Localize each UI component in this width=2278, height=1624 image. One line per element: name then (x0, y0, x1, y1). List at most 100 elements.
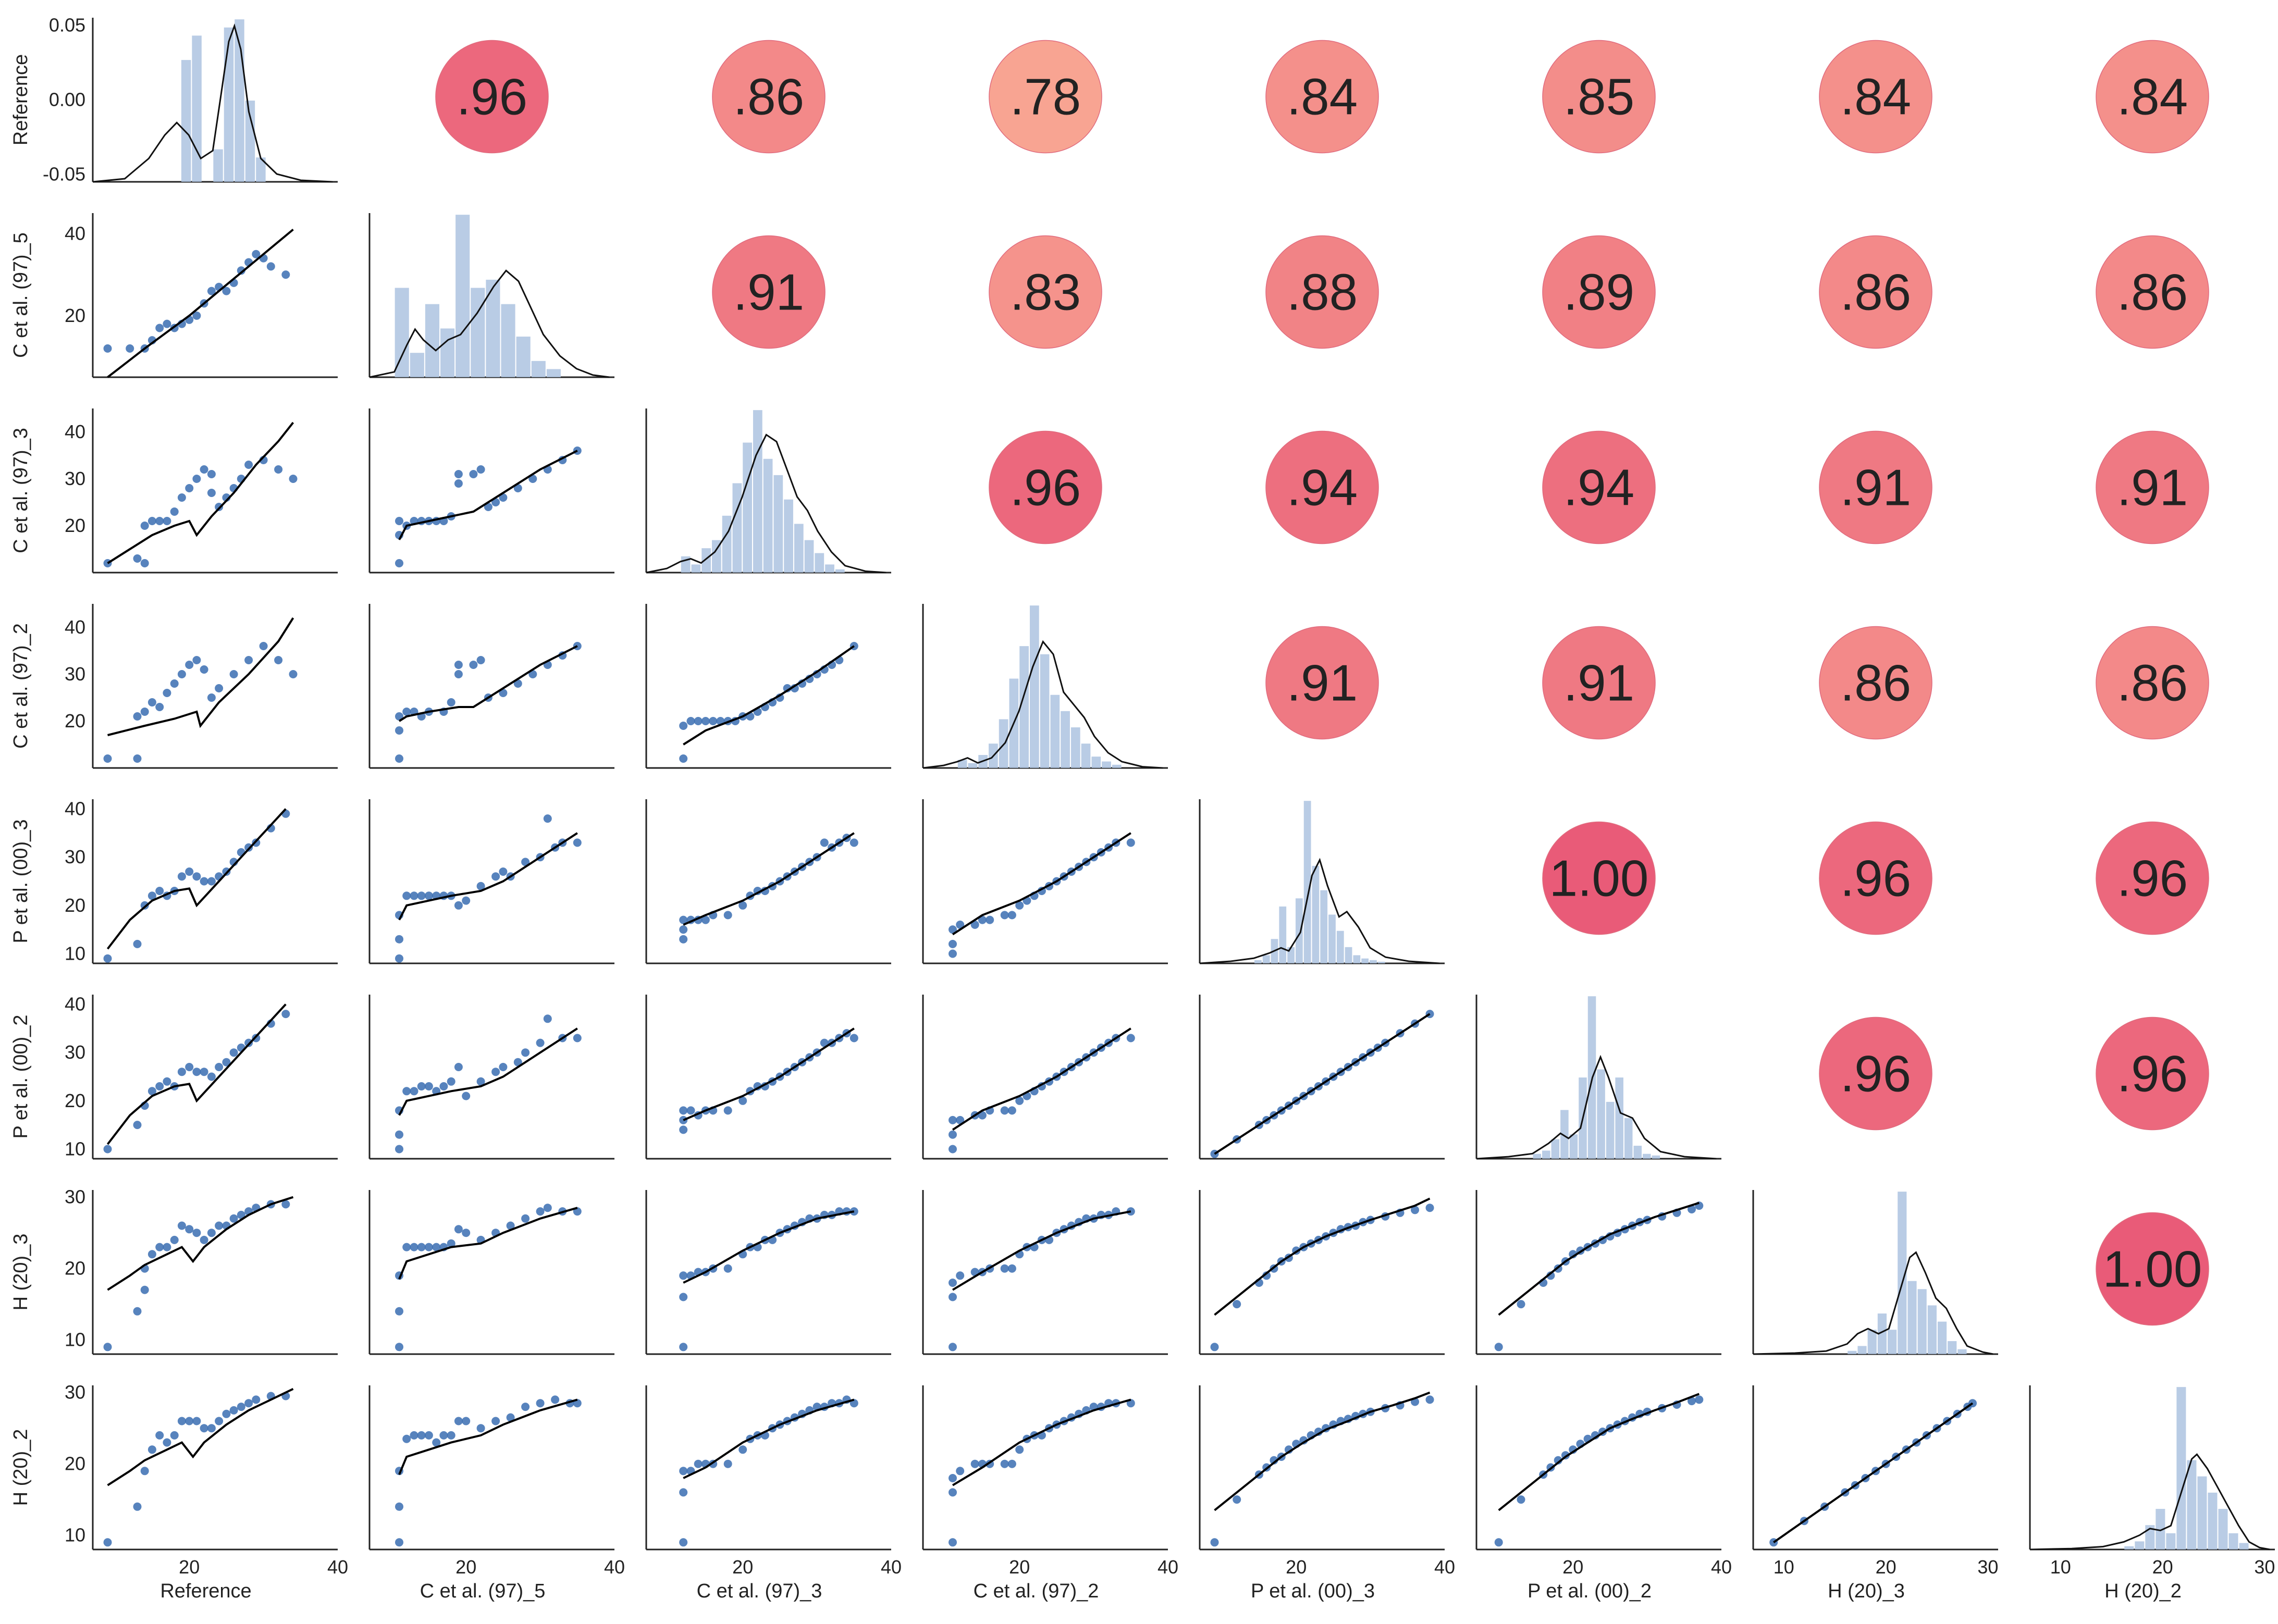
scatter-point (177, 1417, 186, 1425)
scatter-point (1015, 901, 1024, 910)
scatter-point (1233, 1300, 1241, 1309)
corr-label: 1.00 (1549, 850, 1649, 907)
scatter-point (289, 670, 298, 678)
scatter-point (949, 939, 957, 948)
histogram-bar (1633, 1146, 1642, 1159)
corr-label: .84 (1287, 68, 1358, 126)
scatter-point (528, 475, 537, 483)
panel-r6-c0: 30 20 10 H (20)_3 (10, 1186, 338, 1355)
scatter-point (395, 1502, 403, 1511)
scatter-point (454, 1417, 463, 1425)
scatter-point (679, 1293, 688, 1301)
regression-line (1214, 1391, 1431, 1511)
histogram-bar (410, 353, 424, 377)
scatter-point (543, 814, 552, 823)
histogram-bar (1848, 1350, 1857, 1354)
scatter-point (1688, 1397, 1696, 1406)
scatter-point (536, 1038, 545, 1047)
scatter-point (192, 656, 201, 664)
scatter-point (229, 670, 238, 678)
scatter-point (147, 698, 156, 706)
y-tick-label: 30 (65, 663, 85, 685)
scatter-point (185, 484, 194, 492)
scatter-point (200, 1068, 208, 1076)
histogram-bar (1287, 947, 1295, 963)
y-tick-label: 30 (65, 846, 85, 867)
panel-r0-c0: 0.05 0.00 -0.05 Reference (10, 14, 338, 185)
scatter-point (200, 877, 208, 886)
scatter-point (679, 754, 688, 763)
scatter-point (1517, 1300, 1525, 1309)
x-tick-label: 10 (1774, 1556, 1794, 1578)
scatter-point (155, 324, 164, 332)
y-tick-label: 30 (65, 1186, 85, 1208)
corr-circle (1819, 430, 1932, 544)
scatter-point (679, 935, 688, 944)
y-tick-label: 40 (65, 222, 85, 244)
scatter-point (133, 754, 142, 763)
regression-line (1214, 1197, 1431, 1316)
scatter-point (469, 661, 478, 669)
scatter-point (133, 1502, 142, 1511)
histogram-bar (471, 288, 485, 377)
histogram-bar (1279, 906, 1287, 963)
panel-r1-c6: .86 (1819, 235, 1932, 349)
scatter-point (499, 493, 508, 502)
corr-circle (2096, 235, 2209, 349)
scatter-point (207, 1229, 216, 1237)
histogram-bar (1857, 1346, 1867, 1354)
scatter-point (1554, 1456, 1562, 1465)
panel-r2-c2 (645, 408, 891, 574)
scatter-point (192, 1417, 201, 1425)
histogram-bar (722, 515, 732, 573)
corr-label: .96 (457, 68, 527, 126)
corr-label: .91 (2117, 459, 2188, 516)
y-axis-label: H (20)_2 (10, 1429, 32, 1506)
scatter-point (229, 1214, 238, 1223)
regression-line (683, 1027, 855, 1121)
scatter-point (1007, 1106, 1016, 1115)
regression-line (952, 1027, 1131, 1131)
histogram-bar (1102, 761, 1111, 768)
scatter-point (454, 479, 463, 488)
scatter-point (462, 1417, 471, 1425)
scatter-point (694, 1459, 703, 1468)
x-axis-label: C et al. (97)_3 (697, 1580, 822, 1602)
scatter-point (536, 1399, 545, 1408)
y-tick-label: 40 (65, 994, 85, 1015)
panel-r5-c3 (922, 995, 1168, 1160)
scatter-point (155, 1431, 164, 1440)
panel-r0-c7: .84 (2096, 40, 2209, 154)
scatter-point (1126, 838, 1135, 847)
scatter-point (424, 1243, 433, 1251)
scatter-point (395, 1343, 403, 1352)
histogram-bar (1328, 914, 1336, 963)
x-axis-label: H (20)_3 (1828, 1580, 1905, 1602)
scatter-point (454, 1063, 463, 1071)
scatter-point (215, 1417, 224, 1425)
panel-r2-c6: .91 (1819, 430, 1932, 544)
histogram-bar (501, 304, 515, 377)
regression-line (107, 422, 294, 564)
y-axis-label: C et al. (97)_5 (10, 232, 32, 358)
panel-r4-c6: .96 (1819, 821, 1932, 935)
regression-line (952, 1398, 1131, 1486)
regression-line (683, 832, 855, 926)
scatter-point (395, 726, 403, 735)
scatter-point (949, 925, 957, 934)
y-axis-label: C et al. (97)_2 (10, 623, 32, 749)
scatter-point (207, 877, 216, 886)
y-tick-label: 20 (65, 305, 85, 326)
y-tick-label: 0.00 (49, 89, 85, 110)
scatter-point (103, 1343, 112, 1352)
scatter-point (410, 1243, 418, 1251)
scatter-point (185, 1225, 194, 1234)
panel-r6-c3 (922, 1190, 1168, 1355)
scatter-point (163, 1438, 171, 1447)
scatter-point (417, 1431, 426, 1440)
scatter-point (133, 939, 142, 948)
histogram-bar (1029, 605, 1039, 768)
scatter-point (237, 1210, 245, 1219)
histogram-bar (1377, 961, 1385, 963)
